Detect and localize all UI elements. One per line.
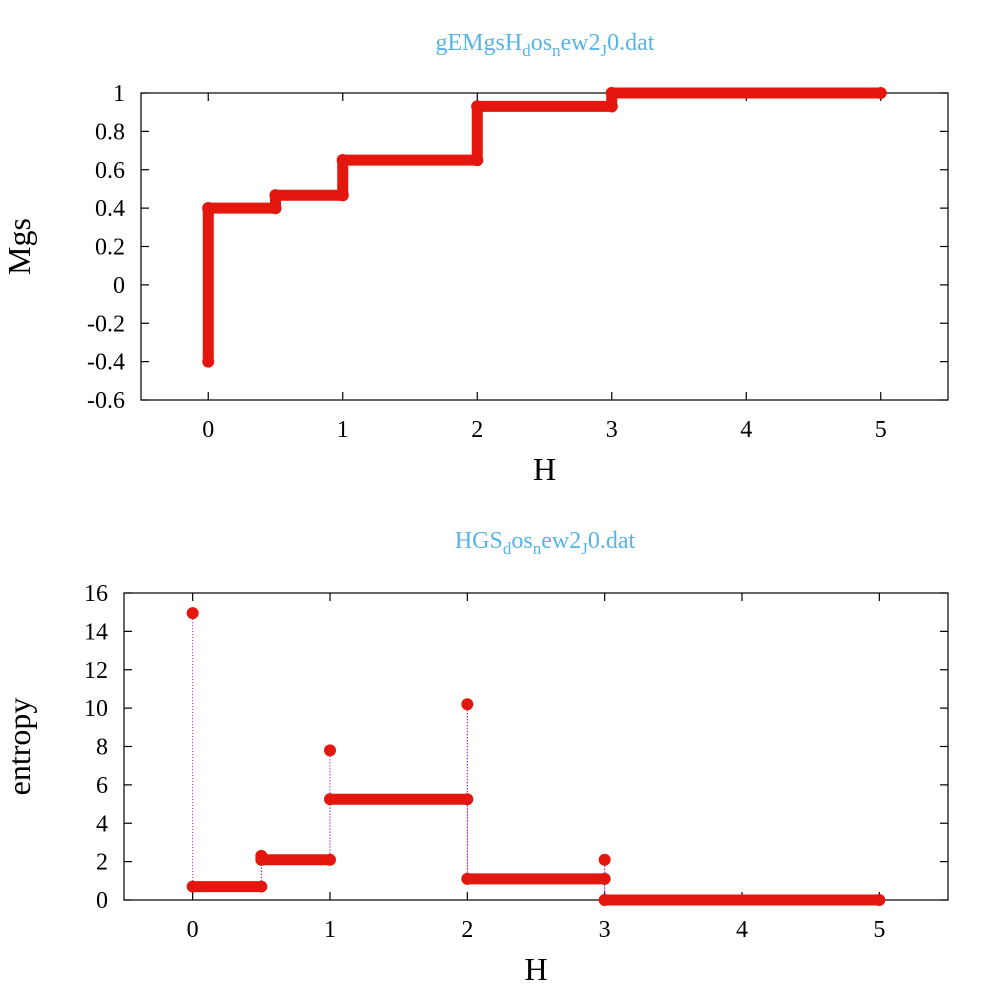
data-point xyxy=(598,894,611,906)
x-tick-label: 4 xyxy=(740,417,752,443)
data-point xyxy=(471,154,484,167)
y-tick-label: 8 xyxy=(96,735,108,761)
data-point xyxy=(336,154,349,167)
data-point xyxy=(873,894,886,906)
chart-title: HGSdosnew2J0.dat xyxy=(455,528,636,558)
data-point xyxy=(874,87,887,99)
data-point xyxy=(461,872,474,885)
y-tick-label: 0 xyxy=(96,888,108,914)
y-axis-label: entropy xyxy=(1,698,37,796)
chart-title-part: ew2 xyxy=(541,528,581,554)
x-tick-label: 5 xyxy=(873,917,885,943)
y-tick-label: 6 xyxy=(96,773,108,799)
data-point xyxy=(202,202,215,215)
x-tick-label: 5 xyxy=(875,417,887,443)
chart-title-part: os xyxy=(511,528,532,554)
y-tick-label: 12 xyxy=(84,658,108,684)
y-axis-label: Mgs xyxy=(1,218,37,275)
y-tick-label: 0.8 xyxy=(95,119,125,145)
plot-frame xyxy=(123,592,949,901)
data-point xyxy=(269,189,282,202)
chart-title-part: HGS xyxy=(455,528,503,554)
chart-title-part: 0.dat xyxy=(607,30,655,56)
data-point xyxy=(605,87,618,99)
chart-title-part: os xyxy=(531,30,552,56)
x-tick-label: 2 xyxy=(471,417,483,443)
y-tick-label: -0.4 xyxy=(87,350,125,376)
y-tick-label: 14 xyxy=(84,619,108,645)
chart-title-subscript: d xyxy=(503,539,512,558)
y-tick-label: 0 xyxy=(113,273,125,299)
chart-panel-1: 0 1 2 3 4 5 -0.6 -0.4 -0.2 0 0.2 0.4 0.6 0.8 1 H Mgs gEMg… xyxy=(1,30,949,487)
y-tick-label: -0.2 xyxy=(87,311,125,337)
y-tick-label: 0.6 xyxy=(95,158,125,184)
chart-title-subscript: n xyxy=(552,41,561,60)
x-tick-label: 1 xyxy=(324,917,336,943)
y-tick-label: 1 xyxy=(113,81,125,107)
x-tick-label: 1 xyxy=(337,417,349,443)
chart-title-part: 0.dat xyxy=(588,528,636,554)
data-point xyxy=(186,880,199,893)
data-point xyxy=(324,793,336,806)
x-tick-label: 3 xyxy=(599,917,611,943)
data-point xyxy=(461,698,474,711)
data-point xyxy=(202,355,215,368)
x-tick-label: 4 xyxy=(736,917,748,943)
x-tick-label: 0 xyxy=(187,917,199,943)
chart-title-subscript: n xyxy=(533,539,542,558)
y-tick-label: 0.4 xyxy=(95,196,125,222)
x-tick-label: 2 xyxy=(461,917,473,943)
data-point xyxy=(598,872,611,885)
chart-title: gEMgsHdosnew2J0.dat xyxy=(436,30,655,60)
data-point xyxy=(255,880,268,893)
y-tick-label: 4 xyxy=(96,811,108,837)
data-point xyxy=(255,849,268,862)
data-series xyxy=(186,607,886,906)
chart-title-subscript: J xyxy=(601,41,608,60)
data-point xyxy=(598,853,611,866)
x-tick-label: 3 xyxy=(606,417,618,443)
data-point xyxy=(605,100,618,113)
chart-title-part: gEMgsH xyxy=(436,30,523,56)
chart-title-subscript: d xyxy=(522,41,531,60)
data-point xyxy=(324,853,336,866)
x-axis-label: H xyxy=(524,951,547,987)
data-point xyxy=(324,744,336,757)
y-tick-label: 16 xyxy=(84,581,108,607)
y-tick-label: 10 xyxy=(84,696,108,722)
chart-title-subscript: J xyxy=(581,539,588,558)
x-tick-label: 0 xyxy=(202,417,214,443)
y-tick-label: 0.2 xyxy=(95,235,125,261)
data-point xyxy=(471,100,484,113)
data-point xyxy=(461,793,474,806)
chart-panel-2: 0 1 2 3 4 50246810121416HentropyHGSdosnew2J0.… xyxy=(1,528,949,987)
data-point xyxy=(269,202,282,215)
x-axis-label: H xyxy=(533,451,556,487)
data-series xyxy=(202,87,887,368)
chart-title-part: ew2 xyxy=(561,30,601,56)
plot-frame xyxy=(140,92,949,401)
y-tick-label: 2 xyxy=(96,850,108,876)
y-tick-label: -0.6 xyxy=(87,388,125,414)
data-point xyxy=(186,607,199,620)
data-point xyxy=(336,189,349,202)
